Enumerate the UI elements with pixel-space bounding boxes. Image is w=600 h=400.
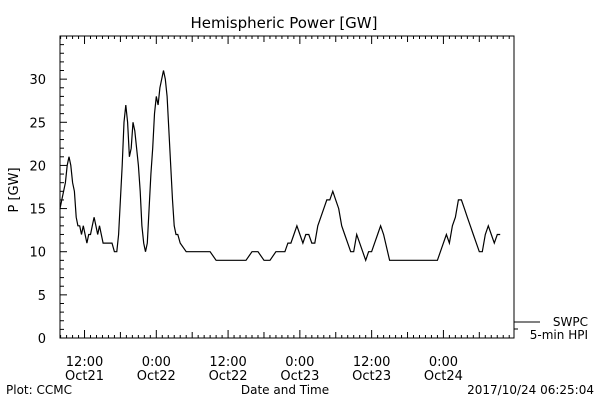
y-tick-label: 15	[29, 203, 46, 218]
y-axis: 0 5 10 15 20 25 30	[29, 35, 67, 347]
y-tick-label: 20	[29, 159, 46, 174]
x-tick-date-label: Oct23	[280, 369, 319, 384]
footer-credit: Plot: CCMC	[6, 383, 72, 397]
x-tick-time-label: 12:00	[209, 355, 246, 370]
y-tick-label: 10	[29, 246, 46, 261]
series-line-hpi	[59, 70, 501, 263]
plot-frame	[59, 35, 515, 339]
x-axis: 12:00Oct210:00Oct2212:00Oct220:00Oct2312…	[60, 36, 510, 384]
x-tick-date-label: Oct24	[424, 369, 463, 384]
y-tick-label: 5	[38, 289, 46, 304]
y-tick-label: 0	[38, 332, 46, 347]
chart-title: Hemispheric Power [GW]	[191, 14, 378, 32]
x-tick-time-label: 0:00	[285, 355, 314, 370]
x-tick-date-label: Oct22	[209, 369, 248, 384]
x-tick-date-label: Oct22	[137, 369, 176, 384]
y-tick-label: 25	[29, 116, 46, 131]
x-tick-date-label: Oct23	[352, 369, 391, 384]
legend-label-swpc: SWPC	[553, 315, 588, 329]
y-axis-label: P [GW]	[7, 167, 22, 212]
footer-timestamp: 2017/10/24 06:25:04	[467, 383, 594, 397]
x-tick-time-label: 12:00	[66, 355, 103, 370]
x-axis-label: Date and Time	[241, 383, 329, 397]
legend: SWPC 5-min HPI	[514, 315, 588, 342]
y-tick-label: 30	[29, 73, 46, 88]
x-tick-date-label: Oct21	[65, 369, 104, 384]
legend-label-hpi: 5-min HPI	[530, 328, 588, 342]
x-tick-time-label: 0:00	[429, 355, 458, 370]
x-tick-time-label: 12:00	[353, 355, 390, 370]
x-tick-time-label: 0:00	[142, 355, 171, 370]
